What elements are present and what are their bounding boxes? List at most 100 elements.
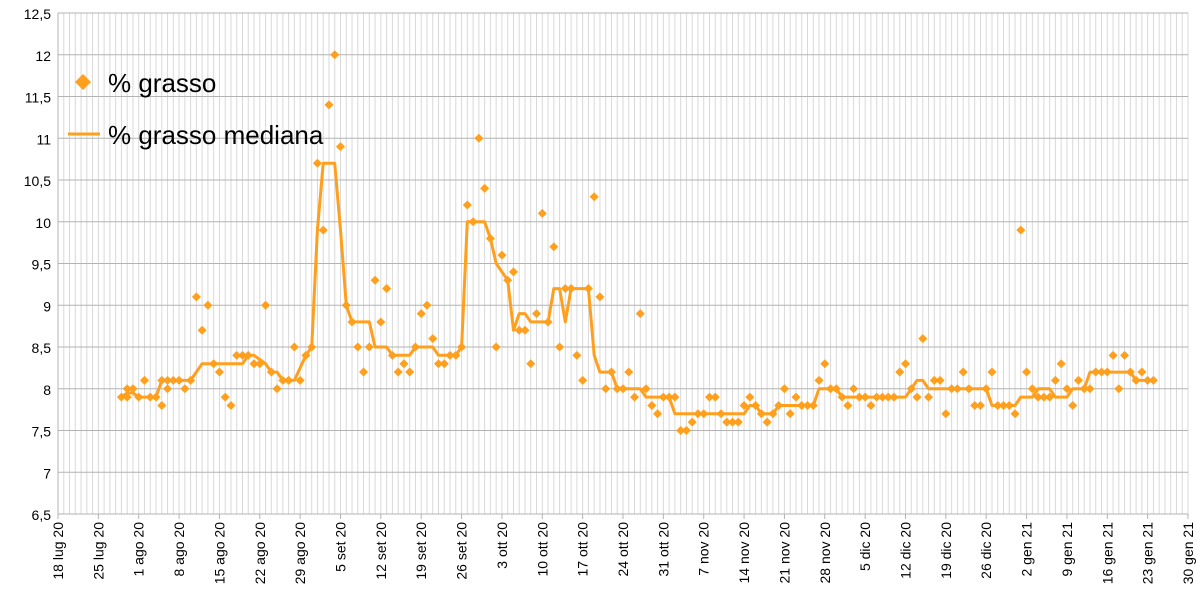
data-point bbox=[1137, 367, 1147, 377]
data-point bbox=[139, 375, 149, 385]
legend-diamond-marker bbox=[75, 74, 91, 90]
data-point bbox=[203, 300, 213, 310]
data-point bbox=[975, 400, 985, 410]
data-point bbox=[428, 334, 438, 344]
data-point bbox=[1062, 384, 1072, 394]
data-point bbox=[970, 400, 980, 410]
point-series bbox=[116, 50, 1158, 435]
data-point bbox=[728, 417, 738, 427]
y-tick-label: 7,5 bbox=[32, 424, 52, 440]
data-point bbox=[774, 400, 784, 410]
legend: % grasso % grasso mediana bbox=[68, 68, 324, 150]
data-point bbox=[843, 400, 853, 410]
data-point bbox=[416, 309, 426, 319]
x-tick-label: 19 set 20 bbox=[413, 522, 429, 580]
data-point bbox=[1045, 392, 1055, 402]
data-point bbox=[197, 325, 207, 335]
data-point bbox=[941, 409, 951, 419]
data-point bbox=[1027, 384, 1037, 394]
data-point bbox=[802, 400, 812, 410]
data-point bbox=[866, 400, 876, 410]
data-point bbox=[151, 392, 161, 402]
data-point bbox=[595, 292, 605, 302]
data-point bbox=[457, 342, 467, 352]
data-point bbox=[1148, 375, 1158, 385]
median-line-series bbox=[120, 161, 1154, 416]
data-point bbox=[1108, 350, 1118, 360]
data-point bbox=[347, 317, 357, 327]
data-point bbox=[630, 392, 640, 402]
x-tick-label: 30 gen 21 bbox=[1180, 522, 1196, 584]
x-tick-label: 22 ago 20 bbox=[252, 522, 268, 584]
x-tick-labels: 18 lug 20 25 lug 20 1 ago 20 8 ago 20 15 ago… bbox=[50, 522, 1196, 585]
data-point bbox=[1102, 367, 1112, 377]
data-point bbox=[699, 409, 709, 419]
data-point bbox=[474, 133, 484, 143]
x-tick-label: 5 set 20 bbox=[333, 522, 349, 572]
data-point bbox=[681, 426, 691, 435]
data-point bbox=[647, 400, 657, 410]
data-point bbox=[284, 375, 294, 385]
data-point bbox=[560, 284, 570, 294]
data-point bbox=[451, 350, 461, 360]
data-point bbox=[532, 309, 542, 319]
data-point bbox=[947, 384, 957, 394]
data-point bbox=[768, 409, 778, 419]
data-point bbox=[578, 375, 588, 385]
data-point bbox=[220, 392, 230, 402]
data-point bbox=[157, 400, 167, 410]
data-point bbox=[336, 142, 345, 152]
data-point bbox=[756, 409, 766, 419]
data-point bbox=[503, 275, 513, 285]
data-point bbox=[186, 375, 196, 385]
data-point bbox=[826, 384, 836, 394]
data-point bbox=[924, 392, 934, 402]
data-point bbox=[572, 350, 582, 360]
data-point bbox=[191, 292, 201, 302]
data-point bbox=[1097, 367, 1107, 377]
data-point bbox=[520, 325, 530, 335]
data-point bbox=[981, 384, 991, 394]
data-point bbox=[583, 284, 593, 294]
x-tick-label: 21 nov 20 bbox=[776, 522, 792, 584]
x-tick-label: 10 ott 20 bbox=[534, 522, 550, 577]
data-point bbox=[405, 367, 415, 377]
data-point bbox=[168, 375, 178, 385]
data-point bbox=[232, 350, 242, 360]
data-point bbox=[589, 192, 599, 202]
data-point bbox=[237, 350, 247, 360]
data-point bbox=[163, 375, 173, 385]
data-point bbox=[635, 309, 645, 319]
data-point bbox=[128, 384, 138, 394]
data-point bbox=[399, 359, 409, 369]
data-point bbox=[1010, 409, 1020, 419]
data-point bbox=[670, 392, 680, 402]
data-point bbox=[122, 392, 132, 402]
data-point bbox=[1079, 384, 1089, 394]
data-point bbox=[739, 400, 749, 410]
x-tick-label: 18 lug 20 bbox=[50, 522, 66, 580]
data-point bbox=[1033, 392, 1043, 402]
data-point bbox=[733, 417, 743, 427]
data-point bbox=[370, 275, 380, 285]
x-tick-label: 14 nov 20 bbox=[736, 522, 752, 584]
legend-label-line: % grasso mediana bbox=[108, 120, 324, 150]
data-point bbox=[157, 375, 167, 385]
x-tick-label: 3 ott 20 bbox=[494, 522, 510, 569]
data-point bbox=[901, 359, 910, 369]
data-point bbox=[808, 400, 818, 410]
data-point bbox=[687, 417, 697, 427]
data-point bbox=[422, 300, 432, 310]
data-point bbox=[163, 384, 173, 394]
data-point bbox=[180, 384, 190, 394]
data-point bbox=[1050, 375, 1060, 385]
data-point bbox=[693, 409, 703, 419]
data-point bbox=[999, 400, 1009, 410]
data-point bbox=[497, 250, 507, 260]
data-point bbox=[1125, 367, 1135, 377]
data-point bbox=[312, 158, 322, 168]
data-point bbox=[261, 300, 271, 310]
data-point bbox=[301, 350, 311, 360]
data-point bbox=[906, 384, 916, 394]
data-point bbox=[704, 392, 714, 402]
